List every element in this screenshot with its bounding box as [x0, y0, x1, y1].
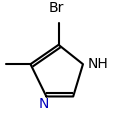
Text: N: N [39, 97, 49, 111]
Text: NH: NH [88, 57, 109, 71]
Text: Br: Br [48, 1, 64, 15]
